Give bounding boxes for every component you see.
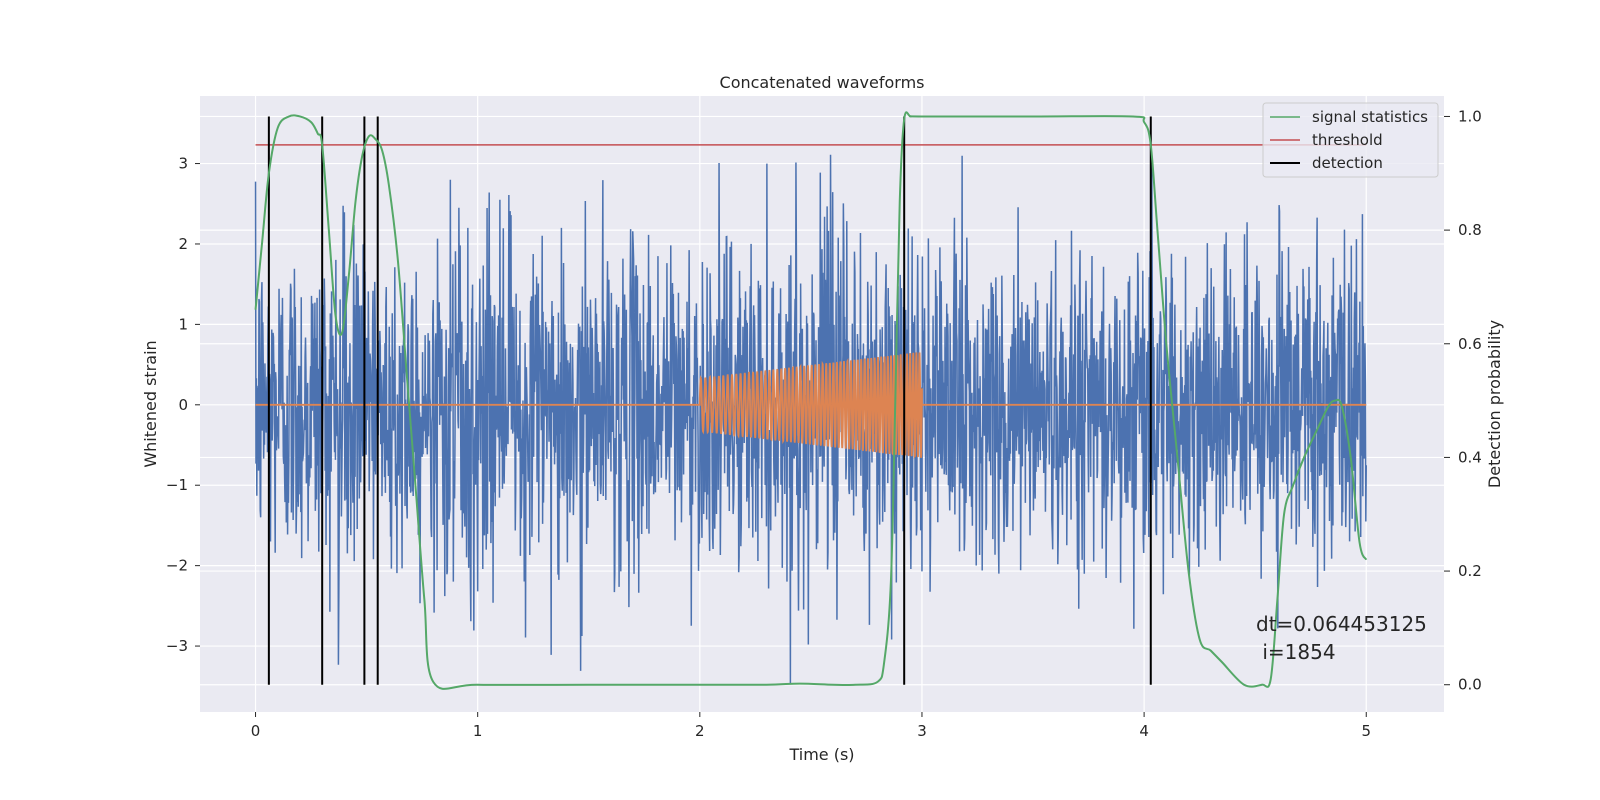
injected-signal-series <box>255 352 1367 459</box>
x-axis-ticks: 0 1 2 3 4 5 <box>251 712 1371 740</box>
y-left-tick-label: 1 <box>178 315 188 333</box>
y-left-tick-label: 3 <box>178 155 188 173</box>
y-left-axis-ticks: −3 −2 −1 0 1 2 3 <box>166 155 200 655</box>
legend-label-threshold: threshold <box>1312 131 1383 149</box>
y-right-tick-label: 0.2 <box>1458 562 1482 580</box>
x-tick-label: 3 <box>917 722 927 740</box>
y-right-tick-label: 0.0 <box>1458 676 1482 694</box>
legend-label-detection: detection <box>1312 154 1383 172</box>
plot-content <box>254 111 1368 690</box>
y-right-tick-label: 1.0 <box>1458 107 1482 125</box>
legend-box <box>1262 102 1439 178</box>
y-right-axis-ticks: 0.0 0.2 0.4 0.6 0.8 1.0 <box>1444 107 1482 694</box>
y-right-axis-label: Detection probability <box>1485 320 1504 488</box>
x-tick-label: 2 <box>695 722 705 740</box>
legend-label-signal-statistics: signal statistics <box>1312 108 1428 126</box>
x-axis-label: Time (s) <box>788 745 854 764</box>
y-left-tick-label: 2 <box>178 235 188 253</box>
x-tick-label: 1 <box>473 722 483 740</box>
y-left-axis-label: Whitened strain <box>141 340 160 467</box>
y-right-tick-label: 0.8 <box>1458 221 1482 239</box>
y-right-tick-label: 0.4 <box>1458 448 1482 466</box>
y-left-tick-label: −1 <box>166 476 188 494</box>
x-tick-label: 5 <box>1361 722 1371 740</box>
y-left-tick-label: 0 <box>178 396 188 414</box>
legend: signal statistics threshold detection <box>1262 102 1439 178</box>
y-left-tick-label: −3 <box>166 637 188 655</box>
y-left-tick-label: −2 <box>166 557 188 575</box>
y-right-tick-label: 0.6 <box>1458 335 1482 353</box>
annotation-dt: dt=0.064453125 <box>1256 612 1427 636</box>
x-tick-label: 4 <box>1139 722 1149 740</box>
x-tick-label: 0 <box>251 722 261 740</box>
annotation-index: i=1854 <box>1256 640 1336 664</box>
chart-title: Concatenated waveforms <box>720 73 925 92</box>
signal-statistics-series <box>254 111 1368 690</box>
